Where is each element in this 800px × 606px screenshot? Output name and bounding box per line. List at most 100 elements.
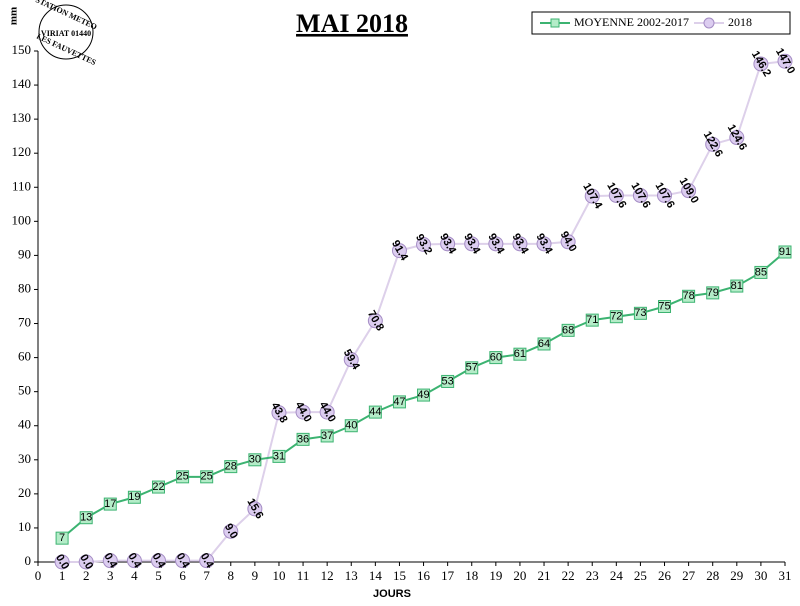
logo-text: VIRIAT 01440 (41, 29, 91, 38)
x-tick-label: 8 (228, 568, 235, 583)
marker (609, 310, 623, 324)
marker (319, 404, 335, 420)
marker (560, 234, 576, 250)
legend-box (531, 11, 791, 35)
data-label: 71 (586, 314, 598, 326)
x-tick-label: 27 (682, 568, 696, 583)
marker (392, 395, 406, 409)
series-line (62, 60, 786, 563)
data-label: 36 (297, 433, 309, 445)
data-label: 0.4 (150, 551, 168, 571)
y-tick-label: 120 (12, 144, 32, 159)
marker (320, 429, 334, 443)
marker (344, 419, 358, 433)
marker (682, 289, 696, 303)
x-tick-label: 28 (706, 568, 719, 583)
data-label: 85 (755, 266, 767, 278)
data-label: 0.4 (125, 551, 143, 571)
logo: STATION METEO VIRIAT 01440 LES FAUVETTES (34, 0, 98, 67)
logo-ring (38, 4, 94, 60)
marker (150, 553, 166, 569)
data-label: 91 (779, 246, 791, 258)
marker (102, 553, 118, 569)
x-tick-label: 23 (586, 568, 599, 583)
marker (464, 236, 480, 252)
x-tick-label: 0 (35, 568, 42, 583)
legend-label: 2018 (728, 15, 752, 29)
data-label: 37 (321, 430, 333, 442)
x-tick-label: 24 (610, 568, 624, 583)
marker (681, 183, 697, 199)
y-tick-label: 50 (18, 383, 31, 398)
marker (633, 306, 647, 320)
x-tick-label: 30 (754, 568, 767, 583)
marker (199, 553, 215, 569)
data-label: 0.0 (53, 552, 71, 571)
marker (561, 323, 575, 337)
marker (55, 531, 69, 545)
marker (777, 53, 793, 69)
data-label: 0.0 (77, 552, 95, 571)
marker (295, 404, 311, 420)
y-tick-label: 80 (18, 280, 31, 295)
marker (127, 490, 141, 504)
marker (54, 554, 70, 570)
data-label: 0.4 (101, 551, 119, 571)
legend-label: MOYENNE 2002-2017 (574, 15, 689, 29)
marker (223, 523, 239, 539)
data-label: 22 (152, 481, 164, 493)
data-label: 31 (273, 450, 285, 462)
marker (248, 453, 262, 467)
data-label: 0.4 (174, 551, 192, 571)
marker (489, 351, 503, 365)
data-label: 40 (345, 420, 357, 432)
marker (705, 136, 721, 152)
marker (271, 405, 287, 421)
x-tick-label: 9 (252, 568, 259, 583)
marker (585, 313, 599, 327)
marker (367, 313, 383, 329)
x-tick-label: 25 (634, 568, 647, 583)
x-tick-label: 26 (658, 568, 672, 583)
data-label: 61 (514, 348, 526, 360)
marker (441, 374, 455, 388)
marker (729, 130, 745, 146)
marker (706, 286, 720, 300)
x-tick-label: 12 (321, 568, 334, 583)
x-tick-label: 21 (538, 568, 551, 583)
marker (754, 265, 768, 279)
y-tick-label: 150 (12, 42, 32, 57)
marker (440, 236, 456, 252)
data-label: 78 (682, 290, 694, 302)
chart-title: MAI 2018 (296, 9, 408, 38)
x-tick-label: 11 (297, 568, 310, 583)
data-label: 57 (466, 362, 478, 374)
data-label: 122.6 (701, 129, 725, 159)
data-label: 53 (442, 375, 454, 387)
y-tick-label: 110 (12, 178, 31, 193)
data-label: 44 (369, 406, 381, 418)
x-tick-label: 5 (155, 568, 162, 583)
y-tick-label: 140 (12, 76, 32, 91)
marker (537, 337, 551, 351)
data-label: 75 (658, 300, 670, 312)
x-axis-label: JOURS (373, 588, 411, 600)
y-tick-label: 100 (12, 212, 32, 227)
data-label: 124.6 (725, 123, 749, 153)
marker (247, 501, 263, 517)
marker (78, 554, 94, 570)
x-tick-label: 15 (393, 568, 406, 583)
data-label: 60 (490, 352, 502, 364)
marker (417, 388, 431, 402)
y-tick-label: 30 (18, 451, 31, 466)
data-label: 25 (176, 471, 188, 483)
x-tick-label: 20 (513, 568, 526, 583)
x-tick-label: 22 (562, 568, 575, 583)
data-label: 79 (707, 287, 719, 299)
x-tick-label: 1 (59, 568, 66, 583)
marker (79, 511, 93, 525)
legend: MOYENNE 2002-2017 2018 (531, 11, 791, 35)
marker (550, 18, 560, 28)
data-label: 49 (417, 389, 429, 401)
